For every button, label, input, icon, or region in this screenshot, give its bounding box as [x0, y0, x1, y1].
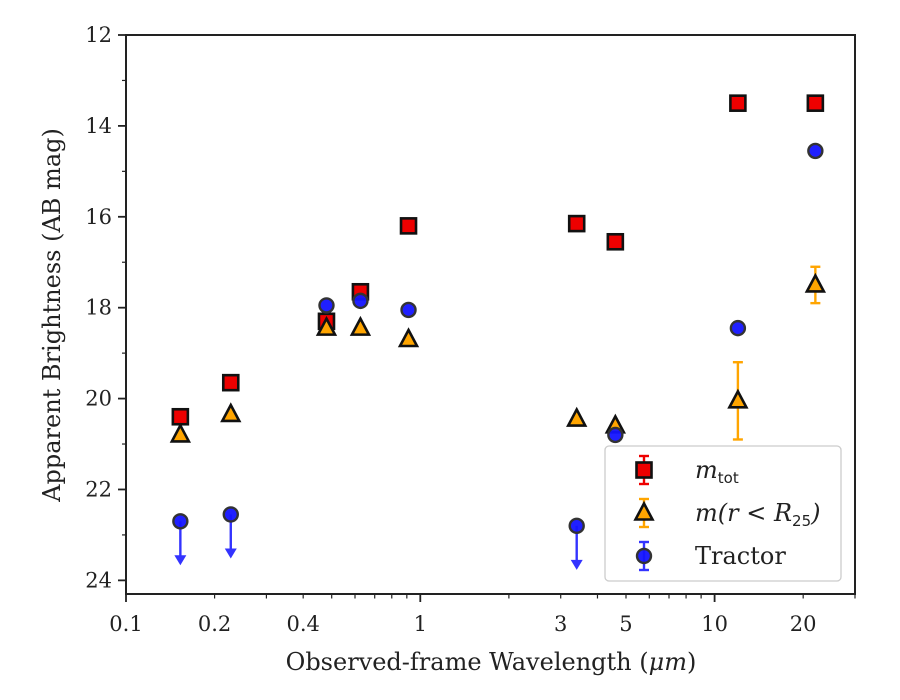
- tractor-marker: [568, 517, 585, 535]
- mtot-point: [606, 232, 625, 251]
- mr25-marker: [169, 422, 192, 443]
- tractor-marker: [807, 142, 824, 160]
- mr25-point: [349, 315, 372, 336]
- mtot-marker: [399, 217, 418, 235]
- tractor-marker: [318, 297, 335, 314]
- mr25-marker: [804, 272, 827, 293]
- mr25-point: [169, 422, 192, 443]
- mr25-marker: [315, 315, 338, 336]
- x-tick-label: 1: [414, 612, 427, 636]
- y-tick-label: 14: [85, 114, 112, 138]
- tractor-marker: [729, 319, 747, 337]
- tractor-marker: [172, 513, 189, 530]
- y-tick-label: 20: [85, 387, 112, 411]
- y-tick-label: 12: [85, 23, 112, 47]
- tractor-point: [318, 297, 335, 314]
- x-axis-label: Observed-frame Wavelength (μm): [286, 648, 697, 676]
- mr25-point: [220, 402, 242, 423]
- legend-marker-mr25: [633, 500, 655, 521]
- mtot-point: [567, 214, 586, 233]
- legend-label-mr25: m(r < R25): [695, 499, 821, 530]
- mr25-point: [315, 315, 338, 336]
- series-mtot: [171, 94, 825, 426]
- mtot-marker: [221, 373, 240, 392]
- mr25-point: [727, 361, 749, 441]
- legend-label-main: m: [695, 456, 718, 484]
- mr25-marker: [349, 315, 372, 336]
- tractor-marker: [352, 292, 369, 310]
- x-tick-label: 3: [554, 612, 567, 636]
- plot-marks: [169, 94, 827, 570]
- legend: mtot m(r < R25) Tractor: [604, 445, 842, 582]
- x-tick-label: 0.2: [198, 612, 231, 636]
- tractor-point: [352, 292, 369, 310]
- series-mr25: [169, 265, 827, 443]
- x-tick-label: 5: [619, 612, 632, 636]
- tractor-point: [172, 513, 189, 566]
- y-tick-label: 24: [85, 568, 112, 592]
- mr25-point: [804, 265, 827, 305]
- legend-label-subscript: 25: [792, 512, 811, 530]
- tractor-point: [400, 301, 417, 319]
- mtot-point: [221, 373, 240, 392]
- legend-entry-tractor: Tractor: [635, 540, 786, 572]
- mtot-marker: [606, 232, 625, 251]
- mtot-marker: [806, 94, 825, 112]
- legend-marker-tractor: [635, 547, 653, 565]
- tractor-point: [222, 506, 239, 559]
- mr25-marker: [727, 388, 749, 409]
- legend-label-main: m(r < R: [695, 499, 792, 527]
- legend-entry-mr25: m(r < R25): [633, 497, 821, 530]
- mr25-marker: [566, 406, 588, 427]
- upper-limit-arrowhead: [224, 548, 237, 559]
- legend-box: [604, 445, 842, 582]
- legend-label-close: ): [810, 499, 820, 527]
- tractor-point: [568, 517, 585, 570]
- y-tick-label: 18: [85, 296, 112, 320]
- mtot-point: [806, 94, 825, 112]
- x-tick-label: 10: [701, 612, 728, 636]
- upper-limit-arrowhead: [570, 559, 583, 570]
- tractor-marker: [607, 426, 624, 444]
- mtot-marker: [729, 94, 747, 112]
- tractor-point: [607, 426, 624, 444]
- x-tick-label: 0.4: [286, 612, 319, 636]
- x-tick-label: 0.1: [109, 612, 142, 636]
- x-tick-label: 20: [790, 612, 817, 636]
- mtot-marker: [567, 214, 586, 233]
- mr25-marker: [397, 327, 420, 348]
- x-axis-label-suffix: ): [687, 648, 696, 676]
- y-tick-label: 16: [85, 205, 112, 229]
- y-tick-label: 22: [85, 477, 112, 501]
- legend-label-tractor: Tractor: [695, 542, 786, 570]
- tractor-marker: [222, 506, 239, 523]
- plot-frame: [125, 34, 856, 595]
- tractor-point: [729, 319, 747, 337]
- x-axis-label-unit: μm: [649, 648, 687, 676]
- mtot-point: [399, 217, 418, 235]
- mr25-marker: [220, 402, 242, 423]
- mr25-point: [566, 406, 588, 427]
- x-axis-label-prefix: Observed-frame Wavelength (: [286, 648, 649, 676]
- legend-label-mtot: mtot: [695, 456, 739, 487]
- legend-marker-mtot: [635, 461, 653, 479]
- axes: 12 14 16 18 20 22 24 0.1 0.2 0.4 1 3 5 10 20: [85, 23, 856, 636]
- legend-entry-mtot: mtot: [635, 454, 739, 487]
- mr25-point: [397, 327, 420, 348]
- legend-label-subscript: tot: [718, 469, 739, 487]
- tractor-marker: [400, 301, 417, 319]
- mtot-point: [171, 407, 190, 426]
- tractor-point: [807, 142, 824, 160]
- upper-limit-arrowhead: [174, 555, 187, 566]
- y-axis-label: Apparent Brightness (AB mag): [38, 128, 66, 503]
- series-tractor: [172, 142, 824, 570]
- mtot-point: [729, 94, 747, 112]
